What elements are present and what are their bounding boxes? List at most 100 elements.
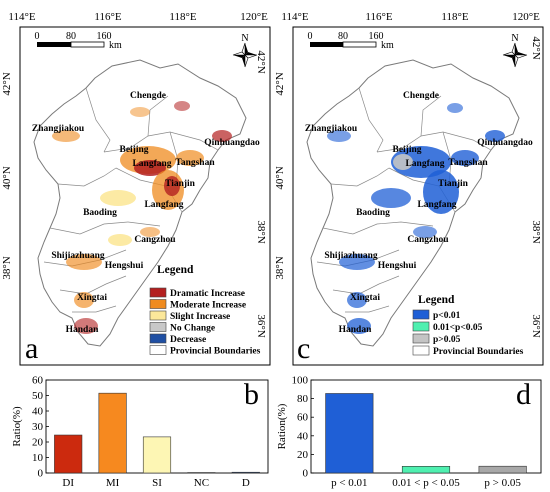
city-label-handan-c: Handan [339, 325, 372, 335]
lat-label-38-c-left: 38°N [275, 256, 286, 279]
panel-letter-b: b [244, 378, 259, 411]
city-label-cangzhou-c: Cangzhou [407, 235, 449, 245]
x-tick-label-2: SI [152, 477, 162, 489]
city-label-chengde: Chengde [130, 91, 166, 101]
region-outline [33, 59, 247, 347]
bar-1 [401, 466, 451, 474]
y-tick-label-5: 50 [32, 390, 44, 402]
legend-a-swatch-4 [149, 333, 167, 344]
y-tick-label-4: 80 [297, 393, 309, 405]
lon-label-118: 118°E [169, 11, 196, 23]
legend-c-label-1: 0.01<p<0.05 [433, 323, 483, 333]
lat-label-42-c: 42°N [530, 36, 542, 59]
city-label-cangzhou: Cangzhou [134, 235, 176, 245]
legend-a-label-0: Dramatic Increase [170, 289, 245, 299]
y-tick-label-1: 10 [32, 452, 44, 464]
bar-4 [231, 471, 260, 474]
north-arrow-icon: N [232, 33, 258, 68]
panel-letter-c: c [297, 332, 310, 365]
lat-label-38-left: 38°N [1, 256, 13, 279]
lon-label-114-c: 114°E [281, 11, 308, 23]
legend-a-swatch-3 [149, 322, 167, 332]
city-label-zhangjiakou-c: Zhangjiakou [305, 124, 358, 134]
lat-label-36: 36°N [255, 314, 267, 337]
scale-tick-160: 160 [97, 31, 112, 42]
legend-c: Legend p<0.01 0.01<p<0.05 p>0.05 Provincial… [412, 294, 524, 357]
city-label-langfang-south-c: Langfang [417, 200, 456, 210]
legend-c-swatch-1 [412, 321, 430, 332]
scale-tick-80-c: 80 [338, 31, 348, 42]
legend-a-swatch-2 [149, 310, 167, 321]
x-tick-label-1: MI [106, 477, 120, 489]
x-tick-label-0: DI [62, 477, 74, 489]
lon-label-114: 114°E [8, 11, 35, 23]
lat-label-36-c: 36°N [530, 314, 542, 337]
y-tick-label-3: 30 [32, 421, 44, 433]
legend-a-title: Legend [157, 264, 194, 276]
y-tick-label-0: 0 [38, 468, 44, 480]
city-label-baoding-c: Baoding [356, 208, 390, 218]
y-tick-label-2: 20 [32, 437, 44, 449]
hotspots-c [327, 103, 505, 334]
y-axis-label: Ratio(%) [11, 406, 23, 447]
scale-unit-c: km [381, 40, 394, 51]
city-label-tangshan: Tangshan [175, 158, 215, 168]
lon-label-116-c: 116°E [365, 11, 392, 23]
lat-label-40-left: 40°N [1, 166, 13, 189]
legend-c-swatch-0 [412, 309, 430, 320]
lat-label-42-left: 42°N [1, 72, 13, 95]
map-frame [19, 26, 271, 366]
city-label-xingtai: Xingtai [77, 293, 107, 303]
legend-a-label-5: Provincial Boundaries [170, 347, 261, 357]
bar-0 [54, 434, 83, 474]
legend-c-swatch-3 [412, 345, 430, 356]
city-label-langfang-north-c: Langfang [405, 159, 444, 169]
lon-label-120-c: 120°E [512, 11, 540, 23]
x-tick-label-0: p < 0.01 [331, 477, 367, 489]
city-label-beijing: Beijing [119, 145, 148, 155]
bar-1 [98, 392, 127, 474]
y-axis-label: Ration(%) [276, 403, 288, 449]
y-tick-label-3: 60 [297, 412, 309, 424]
lon-label-116: 116°E [94, 11, 121, 23]
lon-label-118-c: 118°E [441, 11, 468, 23]
legend-a-label-3: No Change [170, 324, 215, 334]
legend-c-swatch-2 [412, 333, 430, 344]
scale-tick-160-c: 160 [369, 31, 384, 42]
legend-a-label-1: Moderate Increase [170, 301, 246, 311]
legend-a: Legend Dramatic Increase Moderate Increas… [149, 264, 261, 357]
city-label-xingtai-c: Xingtai [350, 293, 380, 303]
city-label-qinhuangdao: Qinhuangdao [204, 138, 260, 148]
legend-c-label-2: p>0.05 [433, 335, 461, 345]
legend-a-label-4: Decrease [170, 335, 206, 345]
city-label-zhangjiakou: Zhangjiakou [32, 124, 85, 134]
city-label-hengshui-c: Hengshui [378, 261, 417, 271]
city-label-handan: Handan [66, 325, 99, 335]
legend-a-swatch-1 [149, 299, 167, 309]
legend-c-label-0: p<0.01 [433, 311, 461, 321]
chart-panel-b: 0 10 20 30 40 50 60 Ratio(%) DI MI SI NC D b [11, 375, 269, 489]
scale-bar: 0 80 160 km [35, 31, 123, 51]
panel-letter-d: d [516, 378, 531, 411]
map-panel-a: 114°E 116°E 118°E 120°E 42°N 38°N 36°N 4… [1, 11, 271, 366]
hotspots-a [52, 101, 232, 334]
map-frame-c [292, 26, 544, 366]
city-label-qinhuangdao-c: Qinhuangdao [477, 138, 533, 148]
scale-unit: km [109, 40, 122, 51]
scale-tick-0-c: 0 [308, 31, 313, 42]
legend-a-swatch-0 [149, 287, 167, 298]
scale-bar-c: 0 80 160 km [308, 31, 395, 51]
city-label-chengde-c: Chengde [403, 91, 439, 101]
y-tick-label-0: 0 [303, 468, 309, 480]
lat-label-42: 42°N [255, 50, 267, 73]
y-tick-label-1: 20 [297, 449, 309, 461]
svg-text:N: N [241, 33, 248, 44]
y-tick-label-6: 60 [32, 375, 44, 387]
city-label-tianjin-c: Tianjin [438, 179, 469, 189]
city-label-langfang-north: Langfang [132, 159, 171, 169]
lat-label-38: 38°N [255, 220, 267, 243]
city-label-tianjin: Tianjin [165, 179, 196, 189]
y-tick-label-4: 40 [32, 406, 44, 418]
y-tick-label-2: 40 [297, 430, 309, 442]
lon-label-120: 120°E [240, 11, 268, 23]
